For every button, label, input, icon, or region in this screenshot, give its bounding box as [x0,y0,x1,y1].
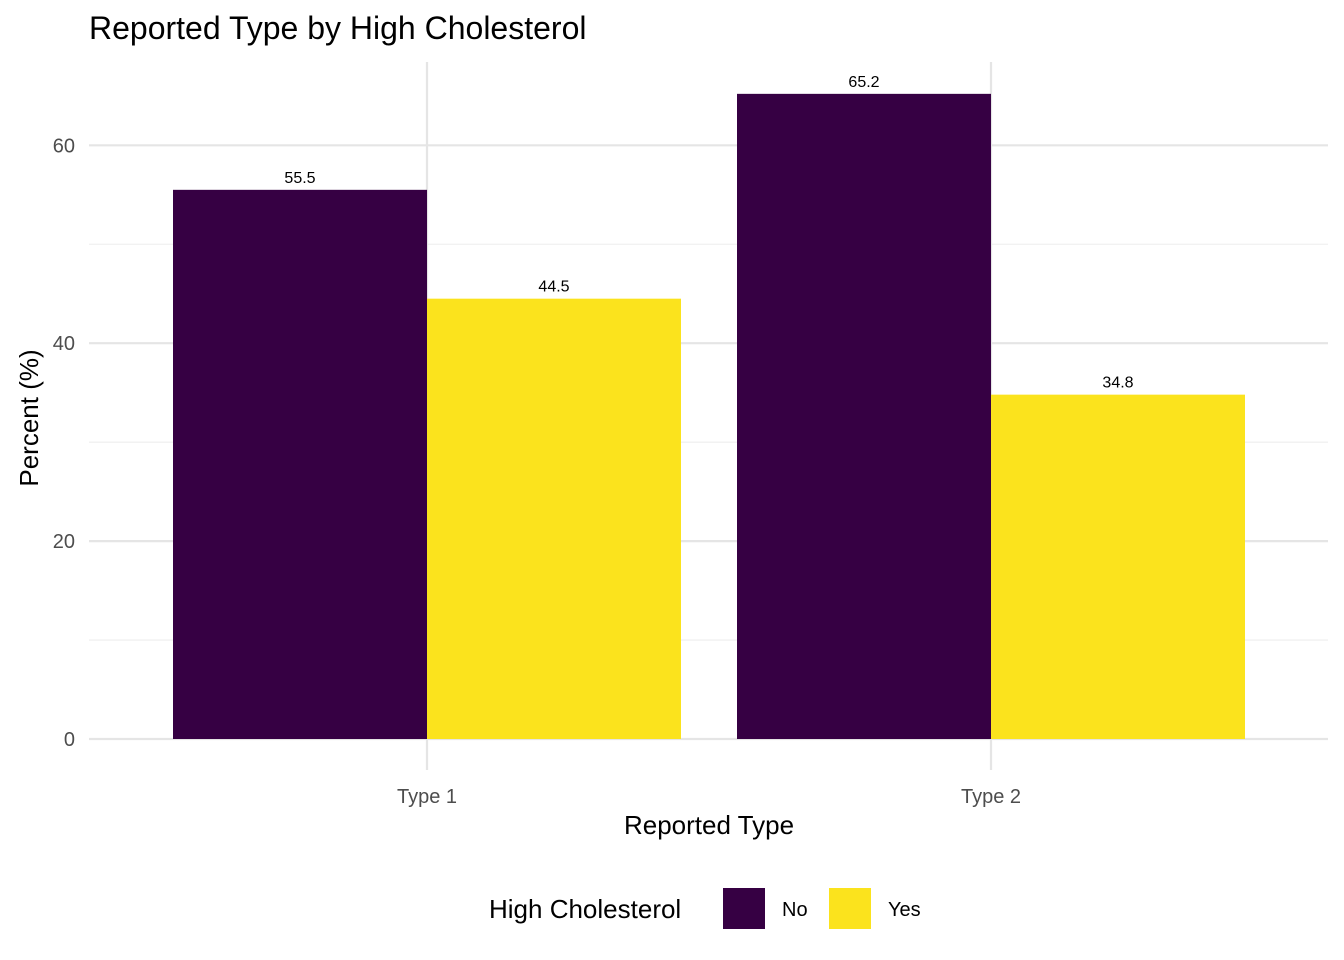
bar-type-1-yes [427,298,681,739]
bar-type-2-no [737,93,991,739]
data-label: 65.2 [848,74,879,91]
legend-key-no [723,888,765,929]
legend-key-yes [829,888,871,929]
data-label: 44.5 [538,279,569,296]
legend-label-yes: Yes [888,899,921,921]
y-tick-label: 60 [53,135,75,157]
legend: High Cholesterol No Yes [489,888,921,929]
bar-type-1-no [173,189,427,739]
chart-title: Reported Type by High Cholesterol [89,10,586,46]
data-label: 55.5 [284,170,315,187]
y-axis-title: Percent (%) [14,349,44,486]
y-tick-label: 40 [53,333,75,355]
data-labels: 55.5 44.5 65.2 34.8 [284,74,1133,392]
y-tick-label: 20 [53,531,75,553]
y-tick-label: 0 [64,729,75,751]
y-axis-ticks: 0 20 40 60 [53,135,75,751]
x-axis-title: Reported Type [624,810,794,840]
x-tick-label: Type 1 [397,786,457,808]
legend-title: High Cholesterol [489,894,681,924]
x-axis-ticks: Type 1 Type 2 [397,786,1021,808]
legend-label-no: No [782,899,808,921]
bars [173,93,1245,739]
data-label: 34.8 [1102,375,1133,392]
x-tick-label: Type 2 [961,786,1021,808]
bar-type-2-yes [991,394,1245,739]
